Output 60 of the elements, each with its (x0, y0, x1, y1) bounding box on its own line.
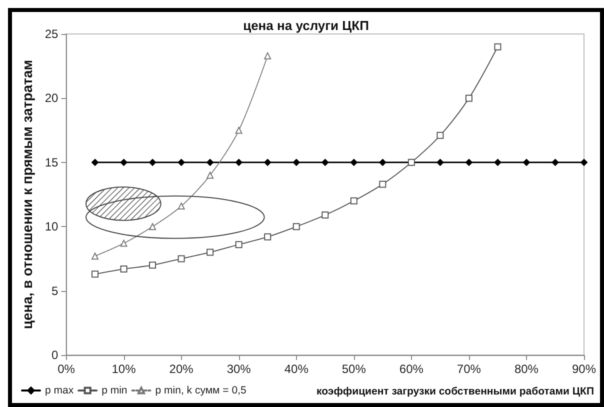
y-tick-label: 15 (44, 155, 59, 170)
legend-label: p min, k сумм = 0,5 (155, 384, 246, 396)
point (465, 94, 472, 102)
point (92, 158, 99, 166)
x-tick-label: 40% (284, 362, 309, 376)
legend-label: p max (45, 384, 74, 396)
point (350, 197, 358, 204)
point (580, 158, 588, 166)
point (552, 158, 559, 166)
point (264, 158, 272, 166)
point (235, 241, 242, 248)
y-tick-label: 0 (52, 348, 59, 362)
x-tick-label: 90% (572, 362, 596, 376)
x-tick-label: 30% (226, 362, 252, 376)
x-tick-label: 20% (169, 362, 194, 376)
x-tick-label: 50% (342, 362, 366, 376)
point (92, 252, 99, 260)
point (92, 270, 99, 278)
point (379, 180, 386, 188)
point (292, 223, 300, 230)
x-tick-label: 60% (399, 362, 424, 376)
point (120, 265, 128, 272)
point (206, 158, 214, 166)
point (235, 126, 242, 134)
point (264, 233, 272, 240)
x-axis-title: коэффициент загрузки собственными работами ЦКП (316, 386, 594, 398)
chart-title: цена на услуги ЦКП (243, 18, 369, 33)
point (494, 43, 502, 50)
point (522, 158, 530, 166)
y-axis-title: цена, в отношении к прямым затратам (19, 60, 35, 330)
y-tick-label: 20 (44, 91, 59, 106)
point (350, 158, 358, 166)
point (120, 240, 128, 247)
y-tick-label: 25 (44, 27, 59, 41)
point (465, 158, 472, 166)
point (322, 212, 329, 219)
point (178, 255, 185, 262)
point (494, 158, 502, 166)
y-tick-label: 5 (52, 284, 59, 298)
y-tick-label: 10 (44, 220, 59, 234)
point (436, 158, 444, 166)
x-tick-label: 0% (58, 362, 76, 376)
point (322, 158, 329, 166)
point (206, 248, 214, 256)
x-tick-label: 70% (456, 362, 482, 376)
x-tick-label: 80% (514, 362, 539, 376)
x-tick-label: 10% (112, 362, 136, 376)
point (292, 158, 300, 166)
point (149, 262, 156, 269)
point (120, 158, 128, 166)
point (264, 52, 272, 60)
point (178, 158, 185, 166)
point (436, 132, 444, 139)
point (235, 158, 242, 166)
point (149, 158, 156, 166)
point (178, 202, 185, 210)
point (379, 158, 386, 166)
point (206, 172, 214, 179)
legend-label: p min (102, 384, 128, 396)
point (149, 223, 156, 230)
